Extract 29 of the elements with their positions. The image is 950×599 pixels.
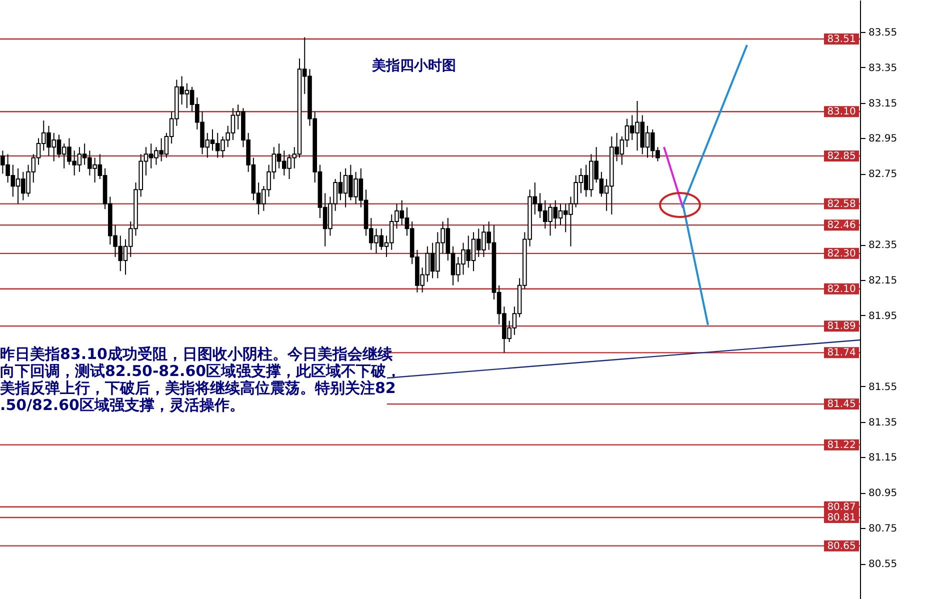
ref-line-label: 80.81 <box>827 512 856 524</box>
ref-line-label: 82.10 <box>827 284 856 295</box>
text: 美指四小时图 <box>371 57 456 74</box>
y-tick-label: 83.15 <box>868 98 898 110</box>
y-tick-label: 82.95 <box>868 134 898 145</box>
y-tick-label: 83.35 <box>868 62 898 74</box>
ref-line-label: 81.74 <box>827 348 856 359</box>
ref-line-label: 83.10 <box>827 106 856 118</box>
y-tick-label: 82.75 <box>868 169 898 180</box>
y-tick-label: 81.55 <box>868 382 898 393</box>
ref-line-label: 81.89 <box>827 321 856 332</box>
y-tick-label: 80.55 <box>868 559 898 570</box>
y-tick-label: 81.35 <box>868 417 898 428</box>
ref-line-label: 82.85 <box>827 150 856 162</box>
ref-line-label: 81.22 <box>827 440 856 451</box>
y-tick-label: 81.95 <box>868 310 898 322</box>
ref-line-label: 82.58 <box>827 198 856 210</box>
y-tick-label: 83.55 <box>868 27 898 38</box>
y-tick-label: 82.15 <box>868 276 898 287</box>
y-tick-label: 82.35 <box>868 240 898 252</box>
ref-line-label: 80.65 <box>827 540 856 552</box>
ref-line-label: 82.46 <box>827 220 856 232</box>
ref-line-label: 81.45 <box>827 399 856 410</box>
ref-line-label: 83.51 <box>827 34 856 45</box>
y-tick-label: 81.15 <box>868 452 898 464</box>
y-tick-label: 80.75 <box>868 524 898 535</box>
ref-line-label: 80.87 <box>827 502 856 513</box>
y-tick-label: 80.95 <box>868 488 898 500</box>
ref-line-label: 82.30 <box>827 248 856 260</box>
